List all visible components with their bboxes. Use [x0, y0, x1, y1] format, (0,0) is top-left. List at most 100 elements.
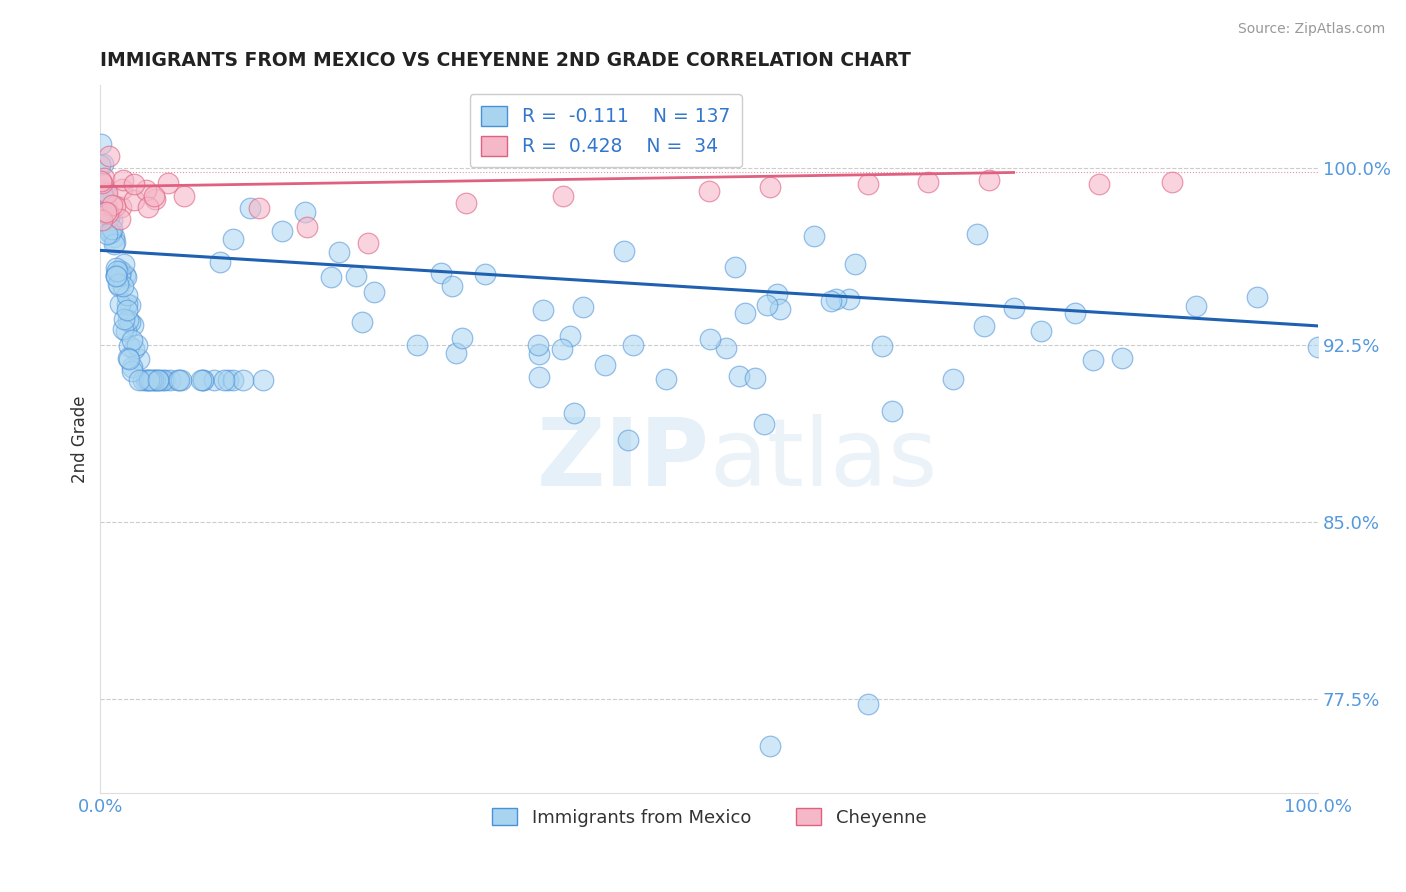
Point — [143, 192, 166, 206]
Point — [96, 198, 118, 212]
Point — [571, 300, 593, 314]
Point — [121, 360, 143, 375]
Point — [97, 205, 120, 219]
Point — [363, 285, 385, 299]
Point — [222, 232, 245, 246]
Point — [655, 371, 678, 385]
Text: IMMIGRANTS FROM MEXICO VS CHEYENNE 2ND GRADE CORRELATION CHART: IMMIGRANTS FROM MEXICO VS CHEYENNE 2ND G… — [100, 51, 911, 70]
Point — [148, 373, 170, 387]
Point — [856, 697, 879, 711]
Point — [96, 227, 118, 241]
Point — [139, 373, 162, 387]
Point — [107, 277, 129, 292]
Point — [108, 211, 131, 226]
Point — [209, 255, 232, 269]
Point — [97, 210, 120, 224]
Point — [844, 257, 866, 271]
Point — [1161, 175, 1184, 189]
Text: atlas: atlas — [709, 415, 938, 507]
Point — [239, 201, 262, 215]
Point — [1246, 290, 1268, 304]
Point — [118, 352, 141, 367]
Point — [110, 264, 132, 278]
Point — [132, 373, 155, 387]
Point — [91, 212, 114, 227]
Point — [121, 334, 143, 348]
Point — [112, 312, 135, 326]
Point — [966, 227, 988, 241]
Point — [744, 371, 766, 385]
Point — [222, 373, 245, 387]
Point — [114, 268, 136, 283]
Point — [135, 373, 157, 387]
Point — [328, 245, 350, 260]
Point — [621, 337, 644, 351]
Point — [444, 346, 467, 360]
Point — [136, 373, 159, 387]
Point — [190, 373, 212, 387]
Point — [1185, 299, 1208, 313]
Point — [880, 404, 903, 418]
Point — [319, 270, 342, 285]
Point — [1029, 324, 1052, 338]
Point — [252, 373, 274, 387]
Point — [135, 183, 157, 197]
Point — [451, 331, 474, 345]
Point — [98, 226, 121, 240]
Point — [531, 302, 554, 317]
Point — [122, 318, 145, 333]
Text: ZIP: ZIP — [536, 415, 709, 507]
Point — [167, 373, 190, 387]
Point — [105, 260, 128, 275]
Legend: Immigrants from Mexico, Cheyenne: Immigrants from Mexico, Cheyenne — [485, 801, 934, 834]
Point — [108, 268, 131, 283]
Point — [104, 198, 127, 212]
Point — [90, 176, 112, 190]
Point — [115, 324, 138, 338]
Point — [728, 369, 751, 384]
Point — [217, 373, 239, 387]
Point — [115, 296, 138, 310]
Point — [117, 312, 139, 326]
Point — [613, 244, 636, 259]
Point — [526, 338, 548, 352]
Point — [1002, 301, 1025, 315]
Point — [856, 178, 879, 192]
Point — [128, 352, 150, 367]
Point — [103, 230, 125, 244]
Point — [153, 373, 176, 387]
Point — [157, 177, 180, 191]
Point — [562, 406, 585, 420]
Point — [122, 193, 145, 207]
Point — [121, 364, 143, 378]
Point — [125, 338, 148, 352]
Point — [97, 149, 120, 163]
Point — [344, 268, 367, 283]
Point — [755, 298, 778, 312]
Point — [723, 260, 745, 274]
Point — [734, 305, 756, 319]
Point — [838, 293, 860, 307]
Point — [191, 373, 214, 387]
Point — [100, 212, 122, 227]
Point — [108, 296, 131, 310]
Point — [115, 288, 138, 302]
Point — [146, 373, 169, 387]
Point — [191, 373, 214, 387]
Point — [101, 198, 124, 212]
Point — [297, 219, 319, 234]
Point — [825, 293, 848, 307]
Point — [553, 189, 575, 203]
Point — [143, 373, 166, 387]
Point — [170, 373, 193, 387]
Point — [142, 189, 165, 203]
Point — [270, 224, 292, 238]
Point — [111, 173, 134, 187]
Point — [474, 267, 496, 281]
Point — [1088, 178, 1111, 192]
Point — [551, 342, 574, 356]
Point — [143, 373, 166, 387]
Point — [167, 373, 190, 387]
Point — [357, 236, 380, 251]
Point — [100, 225, 122, 239]
